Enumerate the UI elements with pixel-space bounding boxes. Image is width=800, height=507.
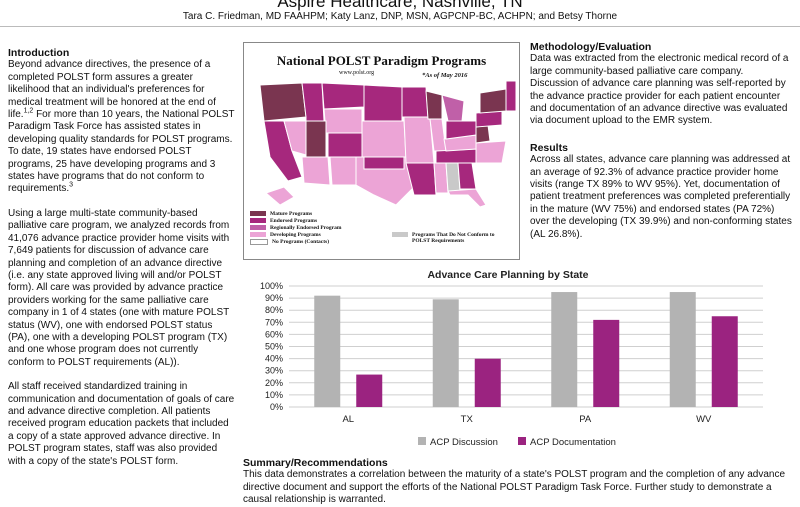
map-state-wisconsin <box>425 90 443 120</box>
legend-none: No Programs (Contacts) <box>250 238 380 245</box>
map-state-wyoming <box>323 108 363 134</box>
intro-paragraph-1: Beyond advance directives, the presence … <box>8 59 236 195</box>
y-tick-label: 50% <box>265 342 283 352</box>
bar-discussion-tx <box>432 299 459 407</box>
legend-label-endorsed: Endorsed Programs <box>270 217 318 224</box>
y-tick-label: 60% <box>265 329 283 339</box>
map-state-northwest <box>259 82 307 122</box>
summary-heading: Summary/Recommendations <box>243 457 388 469</box>
y-tick-label: 20% <box>265 378 283 388</box>
legend-swatch-none <box>250 238 268 245</box>
summary-section: Summary/Recommendations This data demons… <box>243 457 791 507</box>
map-asof: *As of May 2016 <box>422 72 468 79</box>
legend-label-none: No Programs (Contacts) <box>272 238 330 245</box>
bar-documentation-tx <box>474 358 501 407</box>
legend-regional: Regionally Endorsed Program <box>250 224 380 231</box>
x-tick-label: AL <box>342 414 354 425</box>
poster-authors: Tara C. Friedman, MD FAAHPM; Katy Lanz, … <box>182 11 618 22</box>
legend-swatch-endorsed <box>250 218 266 223</box>
bar-documentation-al <box>356 374 383 407</box>
header-divider <box>0 26 800 27</box>
bar-discussion-al <box>314 295 341 407</box>
x-tick-label: PA <box>579 414 592 425</box>
map-state-tennessee <box>435 148 477 164</box>
intro-paragraph-3: All staff received standardized training… <box>8 381 235 467</box>
legend-mature: Mature Programs <box>250 210 380 217</box>
summary-text: This data demonstrates a correlation bet… <box>243 469 786 506</box>
legend-swatch-series-2 <box>518 437 526 445</box>
poster-title: Aspire Healthcare, Nashville, TN <box>277 0 523 11</box>
map-state-utah <box>305 120 327 158</box>
y-tick-label: 30% <box>265 366 283 376</box>
legend-developing: Developing Programs <box>250 231 380 238</box>
acp-chart-svg: Advance Care Planning by State 0% 10% 20% 3… <box>260 269 763 448</box>
map-title: National POLST Paradigm Programs <box>276 53 487 68</box>
map-state-iowa-missouri <box>403 116 435 164</box>
intro-paragraph-2: Using a large multi-state community-base… <box>8 207 230 368</box>
y-tick-label: 100% <box>260 281 283 291</box>
y-tick-label: 90% <box>265 293 283 303</box>
legend-swatch-regional <box>250 225 266 230</box>
legend-swatch-developing <box>250 232 266 237</box>
legend-swatch-series-1 <box>418 437 426 445</box>
legend-swatch-nonconforming <box>392 232 408 237</box>
intro-p1b-citation: 3 <box>69 182 74 190</box>
map-state-arizona <box>301 156 331 186</box>
methods-heading: Methodology/Evaluation <box>530 41 652 53</box>
x-tick-label: WV <box>696 414 712 425</box>
polst-map-figure: National POLST Paradigm Programs www.pol… <box>243 42 520 260</box>
legend-label-regional: Regionally Endorsed Program <box>270 224 342 231</box>
intro-p1-citation: 1,2 <box>23 107 34 115</box>
map-url: www.polst.org <box>339 70 375 76</box>
methods-text: Data was extracted from the electronic m… <box>530 53 789 127</box>
map-state-michigan <box>441 94 465 122</box>
map-state-alaska <box>265 186 295 206</box>
map-state-colorado <box>327 132 363 158</box>
map-state-new-mexico <box>329 156 357 186</box>
results-heading: Results <box>530 141 568 154</box>
map-state-idaho <box>301 82 325 122</box>
bar-discussion-pa <box>551 292 578 407</box>
acp-chart: Advance Care Planning by State 0% 10% 20% 3… <box>243 262 773 452</box>
map-state-montana <box>321 82 365 110</box>
intro-heading: Introduction <box>8 47 70 59</box>
bar-documentation-wv <box>711 316 738 407</box>
map-state-nebraska-kansas <box>361 120 407 158</box>
legend-nonconforming: Programs That Do Not Conform to POLST Re… <box>392 232 512 244</box>
map-state-west-virginia <box>475 124 491 144</box>
bar-documentation-pa <box>593 319 620 407</box>
legend-label-series-2: ACP Documentation <box>530 437 616 448</box>
legend-label-series-1: ACP Discussion <box>430 437 498 448</box>
legend-swatch-mature <box>250 211 266 216</box>
y-tick-label: 40% <box>265 354 283 364</box>
map-state-dakotas <box>363 84 403 122</box>
y-tick-label: 80% <box>265 305 283 315</box>
map-state-georgia <box>457 162 477 190</box>
map-state-new-england <box>505 80 517 112</box>
chart-title: Advance Care Planning by State <box>427 269 588 281</box>
legend-label-mature: Mature Programs <box>270 210 313 217</box>
legend-label-developing: Developing Programs <box>270 231 321 238</box>
map-state-carolinas <box>475 140 507 164</box>
map-state-arkansas-louisiana <box>405 162 437 196</box>
legend-endorsed: Endorsed Programs <box>250 217 380 224</box>
y-tick-label: 10% <box>265 390 283 400</box>
map-state-minnesota <box>401 86 429 118</box>
results-text: Across all states, advance care planning… <box>530 154 792 240</box>
x-tick-label: TX <box>461 414 474 425</box>
map-state-florida <box>447 188 487 207</box>
legend-label-nonconforming: Programs That Do Not Conform to POLST Re… <box>412 232 495 244</box>
map-legend: Mature Programs Endorsed Programs Region… <box>250 210 512 256</box>
intro-p1b-text: For more than 10 years, the National POL… <box>8 109 235 195</box>
y-tick-label: 70% <box>265 317 283 327</box>
intro-p1-text: Beyond advance directives, the presence … <box>8 59 216 121</box>
map-state-new-york <box>479 88 507 114</box>
y-tick-label: 0% <box>270 402 283 412</box>
map-state-oklahoma <box>363 156 405 170</box>
bar-discussion-wv <box>669 292 696 407</box>
methods-results-column: Methodology/Evaluation Data was extracte… <box>530 41 792 241</box>
intro-column: Introduction Beyond advance directives, … <box>8 47 236 468</box>
us-map <box>259 80 517 207</box>
